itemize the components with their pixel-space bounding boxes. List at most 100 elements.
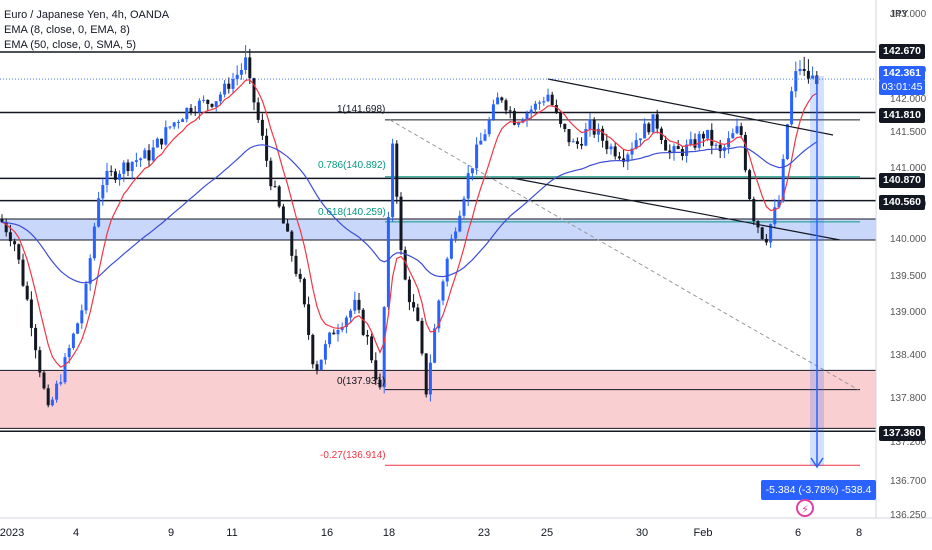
candle-body-119 [500,97,504,101]
x-tick-label: 16 [320,527,334,539]
candle-body-155 [651,114,655,133]
candle-body-85 [357,299,361,310]
candle-body-57 [239,69,243,75]
candle-body-32 [134,160,138,162]
candle-body-151 [634,140,638,149]
candle-body-130 [546,94,550,102]
candle-body-15 [63,357,67,383]
candle-body-142 [596,128,600,135]
candle-body-112 [470,168,474,174]
candle-body-63 [265,135,269,161]
candle-body-47 [197,100,201,113]
candle-body-190 [798,68,802,72]
measure-label[interactable]: -5.384 (-3.78%) -538.4 [761,480,876,500]
channel-lower [511,177,841,241]
candle-body-74 [311,334,315,365]
candle-body-56 [235,74,239,80]
candle-body-146 [613,146,617,157]
candle-body-82 [344,317,348,328]
candle-body-137 [575,141,579,144]
demand-zone [0,370,876,429]
candle-body-40 [168,126,172,128]
candle-body-37 [155,138,159,148]
candle-body-49 [206,99,210,104]
candle-body-86 [361,309,365,335]
candle-body-4 [17,244,21,260]
price-tag-137-360: 137.360 [879,426,925,441]
candle-body-115 [483,134,487,141]
candle-body-126 [529,109,533,114]
candle-body-136 [571,141,575,143]
candle-body-58 [244,57,248,70]
candle-body-70 [294,255,298,274]
candle-body-36 [151,147,155,161]
candle-body-39 [164,127,168,145]
x-tick-label: 9 [167,527,175,539]
sma-50-line [1,141,818,284]
candle-body-158 [664,139,668,151]
y-tick-label: 141.000 [890,163,927,174]
fib-diagonal [389,119,859,391]
price-tag-current: 142.361 [879,66,925,81]
candle-body-26 [109,170,113,172]
candle-body-176 [739,126,743,135]
candle-body-110 [462,198,466,216]
y-tick-label: 139.500 [890,271,927,282]
candle-body-48 [202,99,206,101]
candle-body-163 [685,144,689,156]
candle-body-113 [475,144,479,169]
candle-body-147 [617,156,621,159]
candle-body-171 [718,144,722,152]
candle-body-135 [567,129,571,143]
candle-body-54 [227,83,231,89]
candle-body-1 [4,222,8,233]
candle-body-149 [626,154,630,162]
candle-body-128 [538,102,542,104]
candle-body-120 [504,100,508,111]
candle-body-129 [542,101,546,103]
candle-body-175 [735,126,739,134]
candle-body-109 [458,215,462,232]
candle-body-164 [689,139,693,145]
candle-body-27 [113,171,117,180]
candle-body-118 [496,97,500,105]
candle-body-16 [67,347,71,358]
candle-body-13 [55,383,59,400]
measure-arrowhead [810,457,824,469]
y-tick-label: 138.400 [890,350,927,361]
fib-label-0618: 0.618(140.259) [318,207,386,218]
candle-body-188 [790,91,794,125]
candle-body-145 [609,146,613,150]
candle-body-73 [307,304,311,335]
support-zone [0,219,876,240]
candle-body-93 [391,143,395,218]
candle-body-105 [441,281,445,301]
candle-body-150 [630,148,634,155]
candle-body-132 [554,105,558,113]
y-tick-label: 140.000 [890,234,927,245]
candle-body-94 [395,143,399,197]
candle-body-108 [454,231,458,239]
candle-body-139 [584,129,588,146]
candle-body-18 [76,323,80,334]
candle-body-170 [714,144,718,146]
candle-body-7 [29,299,33,328]
candle-body-116 [487,119,491,135]
candle-body-65 [273,186,277,188]
candle-body-99 [416,307,420,321]
candle-body-125 [525,113,529,121]
candle-body-127 [533,103,537,110]
candle-body-134 [563,123,567,130]
candle-body-43 [181,119,185,122]
candle-body-143 [601,128,605,141]
candle-body-117 [491,104,495,120]
candle-body-11 [46,388,50,406]
candle-body-79 [332,332,336,335]
candle-body-114 [479,140,483,145]
candle-body-34 [143,150,147,159]
candle-body-178 [748,170,752,199]
candle-body-153 [643,123,647,139]
x-tick-label: 4 [72,527,80,539]
lightning-icon[interactable]: ⚡ [796,499,814,517]
